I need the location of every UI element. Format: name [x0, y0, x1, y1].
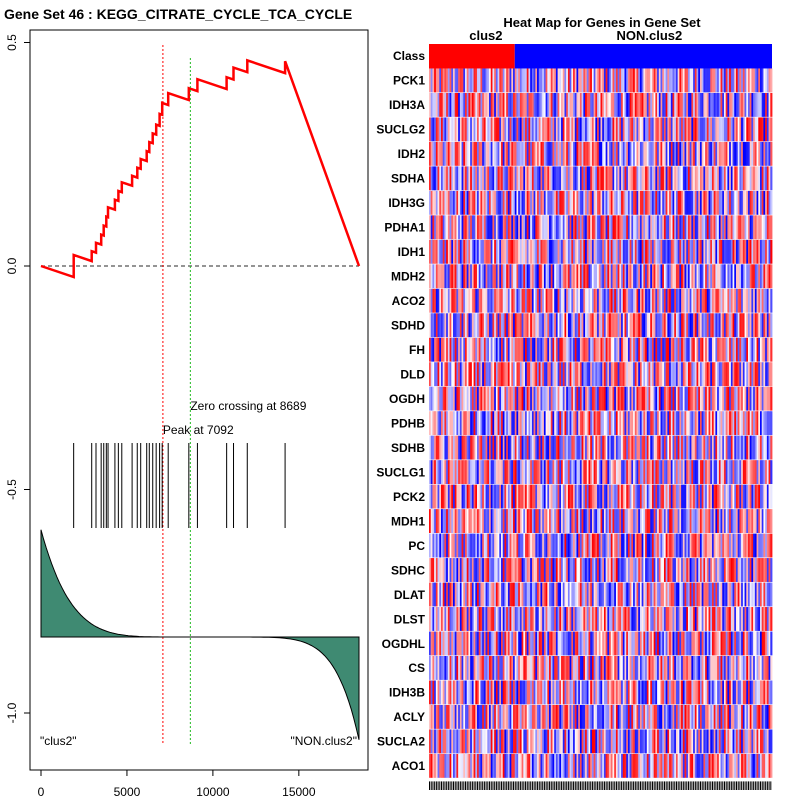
x-tick-label: 5000: [114, 785, 141, 799]
gene-label: PDHA1: [384, 221, 425, 235]
heatmap-row: [429, 215, 772, 239]
heatmap-row: [429, 240, 772, 264]
heatmap-row: [429, 656, 772, 680]
heatmap-row: [429, 436, 772, 460]
zero-crossing-label: Zero crossing at 8689: [190, 399, 306, 413]
class-bar-non-clus2: [515, 44, 772, 68]
heatmap-cell: [770, 93, 772, 117]
gene-label: DLAT: [394, 588, 426, 602]
gene-label: PCK1: [393, 74, 425, 88]
heatmap-row: [429, 117, 772, 141]
gene-label: OGDH: [389, 392, 425, 406]
ranked-metric-area: [41, 530, 359, 740]
heatmap-cell: [770, 117, 772, 141]
heatmap-cell: [770, 264, 772, 288]
x-tick-label: 15000: [282, 785, 316, 799]
heatmap-cell: [770, 289, 772, 313]
class-name-non-clus2: NON.clus2: [617, 28, 683, 43]
heatmap-row: [429, 289, 772, 313]
gene-label: IDH3A: [389, 98, 425, 112]
enrichment-score-line: [41, 60, 359, 277]
heatmap-row: [429, 534, 772, 558]
y-tick-label: -1.0: [5, 702, 19, 723]
heatmap-row: [429, 166, 772, 190]
enrichment-plot: 0 5000 10000 15000 0.5 0.0 -0.5 -1.0 Peak at 709…: [5, 34, 359, 799]
y-tick-label: 0.0: [5, 257, 19, 274]
heatmap-row: [429, 142, 772, 166]
heatmap-cell: [770, 411, 772, 435]
heatmap-cell: [770, 68, 772, 92]
gene-label: PDHB: [391, 416, 425, 430]
gene-label: SDHC: [391, 563, 425, 577]
gene-label: SDHB: [391, 441, 425, 455]
heatmap-row: [429, 387, 772, 411]
heatmap-cell: [770, 509, 772, 533]
x-tick-label: 10000: [196, 785, 230, 799]
gene-label: MDH2: [391, 270, 425, 284]
heatmap-row: [429, 93, 772, 117]
class-bar-clus2: [429, 44, 515, 68]
heatmap-row: [429, 313, 772, 337]
heatmap-cell: [770, 460, 772, 484]
heatmap-row: [429, 583, 772, 607]
gene-label: DLD: [400, 367, 425, 381]
heatmap-cell: [770, 485, 772, 509]
class-row-label: Class: [393, 49, 425, 63]
gene-label: SUCLG1: [376, 465, 425, 479]
class-name-clus2: clus2: [469, 28, 502, 43]
heatmap-cell: [770, 632, 772, 656]
heatmap-cell: [770, 558, 772, 582]
heatmap-row: [429, 191, 772, 215]
heatmap-row: [429, 68, 772, 92]
heatmap-row: [429, 264, 772, 288]
heatmap-row: [429, 411, 772, 435]
y-tick-label: 0.5: [5, 34, 19, 51]
gene-label: IDH1: [398, 245, 426, 259]
gene-label: SUCLG2: [376, 123, 425, 137]
y-tick-label: -0.5: [5, 479, 19, 500]
heatmap-row: [429, 632, 772, 656]
gene-label: PC: [408, 539, 425, 553]
heatmap-cell: [770, 166, 772, 190]
heatmap-cell: [770, 313, 772, 337]
class-label-left: "clus2": [40, 734, 77, 748]
gene-label: SDHA: [391, 172, 425, 186]
x-tick-label: 0: [38, 785, 45, 799]
heatmap-row: [429, 460, 772, 484]
heatmap-cell: [770, 215, 772, 239]
heatmap-cell: [770, 607, 772, 631]
heatmap-row: [429, 485, 772, 509]
gene-label: CS: [408, 661, 425, 675]
heatmap-cell: [770, 436, 772, 460]
gene-label: SDHD: [391, 319, 425, 333]
heatmap-row: [429, 558, 772, 582]
gene-label: DLST: [394, 612, 426, 626]
heatmap-cell: [770, 191, 772, 215]
gene-label: PCK2: [393, 490, 425, 504]
gene-label: OGDHL: [382, 637, 425, 651]
peak-label: Peak at 7092: [163, 423, 234, 437]
page-title: Gene Set 46 : KEGG_CITRATE_CYCLE_TCA_CYC…: [4, 6, 352, 22]
heatmap-row: [429, 607, 772, 631]
class-label-right: "NON.clus2": [290, 734, 357, 748]
gene-label: IDH2: [398, 147, 426, 161]
heatmap-cell: [770, 534, 772, 558]
gene-label: FH: [409, 343, 425, 357]
heatmap-cell: [770, 240, 772, 264]
gene-label: MDH1: [391, 514, 425, 528]
heatmap-cell: [770, 362, 772, 386]
gene-label: IDH3G: [388, 196, 425, 210]
heatmap-row: [429, 509, 772, 533]
gene-label: ACO2: [392, 294, 426, 308]
heatmap-cell: [770, 387, 772, 411]
heatmap-cell: [770, 338, 772, 362]
heatmap-cell: [770, 583, 772, 607]
heatmap-cell: [770, 142, 772, 166]
heatmap-row: [429, 362, 772, 386]
heatmap-row: [429, 338, 772, 362]
heatmap: clus2 NON.clus2 Class PCK1 IDH3A SUCLG2 IDH2 SD…: [376, 28, 772, 790]
